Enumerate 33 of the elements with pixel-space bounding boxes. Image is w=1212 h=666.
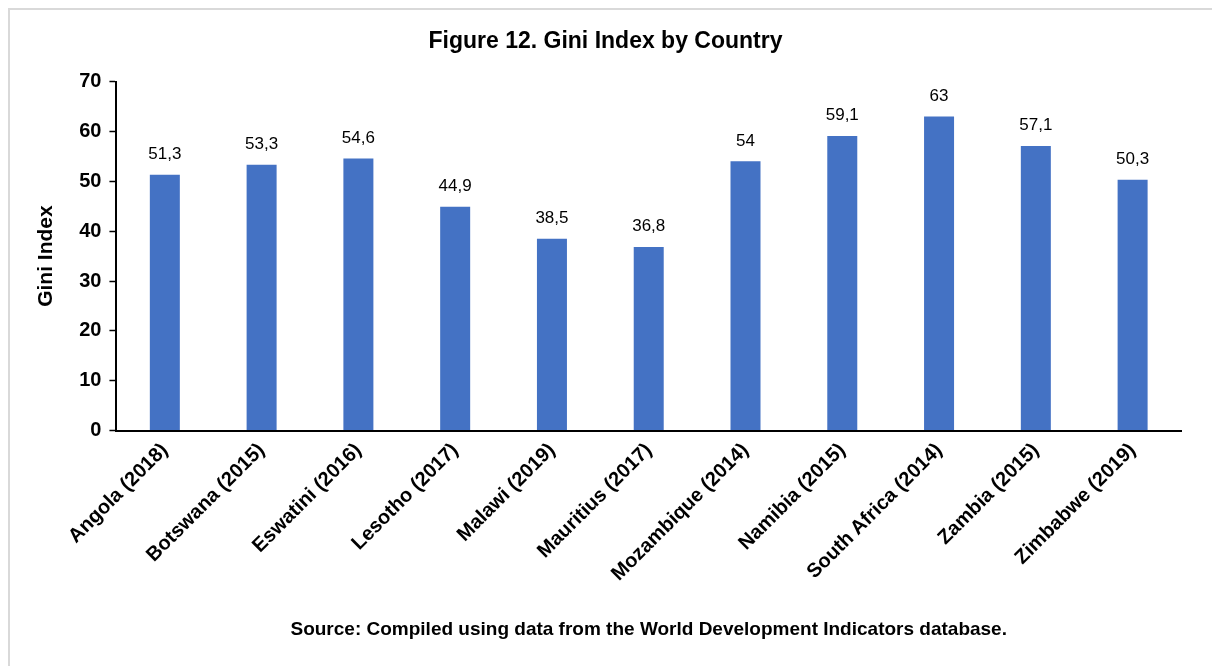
bar: [1020, 145, 1051, 431]
data-label: 44,9: [438, 175, 472, 195]
data-label: 50,3: [1116, 149, 1150, 168]
y-tick-label: 20: [79, 318, 102, 341]
bar: [1117, 179, 1148, 431]
data-label: 54,6: [341, 127, 375, 147]
bar: [827, 135, 858, 431]
bar: [440, 206, 471, 431]
bar: [633, 247, 664, 431]
bar: [536, 238, 567, 431]
y-axis-title: Gini Index: [33, 205, 57, 307]
data-label: 63: [929, 85, 949, 105]
bar: [730, 161, 761, 431]
bar: [246, 164, 277, 431]
y-tick-label: 30: [79, 268, 102, 291]
data-label: 36,8: [632, 216, 666, 236]
y-tick-label: 10: [79, 368, 102, 391]
y-tick-label: 50: [79, 168, 102, 191]
data-label: 54: [736, 130, 755, 150]
bar: [343, 158, 374, 431]
bar: [924, 116, 955, 431]
data-label: 38,5: [535, 207, 569, 227]
data-label: 53,3: [245, 134, 279, 154]
data-label: 51,3: [148, 144, 182, 164]
y-tick-label: 60: [79, 118, 102, 141]
y-tick-label: 0: [90, 418, 102, 441]
y-tick-label: 70: [79, 69, 102, 92]
bar: [149, 174, 180, 431]
source-note: Source: Compiled using data from the World Development Indicators database.: [290, 618, 1007, 640]
chart-title: Figure 12. Gini Index by Country: [428, 27, 783, 54]
y-tick-label: 40: [79, 218, 102, 241]
data-label: 59,1: [825, 105, 859, 125]
data-label: 57,1: [1019, 115, 1053, 135]
